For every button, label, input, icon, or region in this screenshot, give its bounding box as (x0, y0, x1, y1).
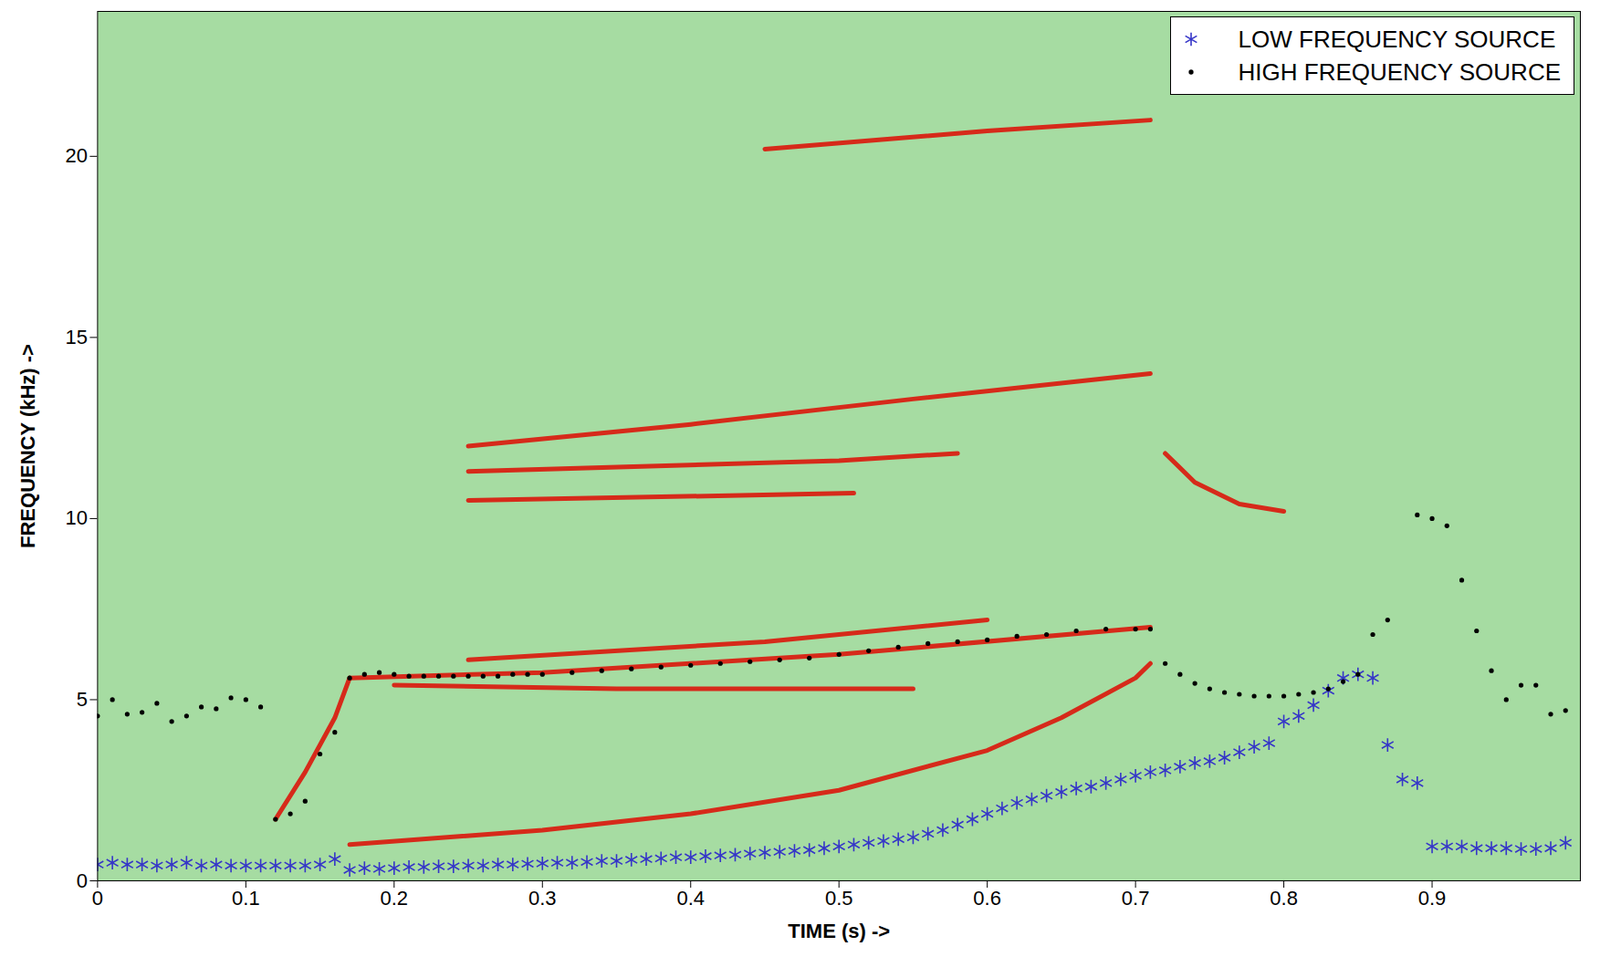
svg-text:0.4: 0.4 (676, 887, 705, 910)
svg-text:10: 10 (64, 506, 87, 530)
svg-text:0.2: 0.2 (380, 887, 409, 910)
svg-text:20: 20 (64, 144, 87, 168)
svg-text:0.5: 0.5 (825, 887, 854, 910)
svg-text:0.1: 0.1 (231, 887, 261, 910)
svg-text:15: 15 (64, 325, 87, 349)
svg-text:0.8: 0.8 (1269, 887, 1298, 910)
svg-text:TIME (s) ->: TIME (s) -> (787, 920, 890, 943)
html-text:LOW FREQUENCY SOURCE: LOW FREQUENCY SOURCE (1238, 25, 1556, 53)
svg-text:0.6: 0.6 (972, 887, 1002, 910)
svg-text:0.9: 0.9 (1418, 887, 1447, 910)
svg-text:0: 0 (92, 887, 104, 910)
html-text:HIGH FREQUENCY SOURCE: HIGH FREQUENCY SOURCE (1238, 57, 1561, 86)
svg-text:0.7: 0.7 (1121, 887, 1151, 910)
svg-text:0: 0 (76, 869, 88, 893)
svg-text:0.3: 0.3 (528, 887, 557, 910)
svg-text:5: 5 (76, 688, 88, 712)
svg-text:FREQUENCY (kHz) ->: FREQUENCY (kHz) -> (16, 344, 40, 549)
